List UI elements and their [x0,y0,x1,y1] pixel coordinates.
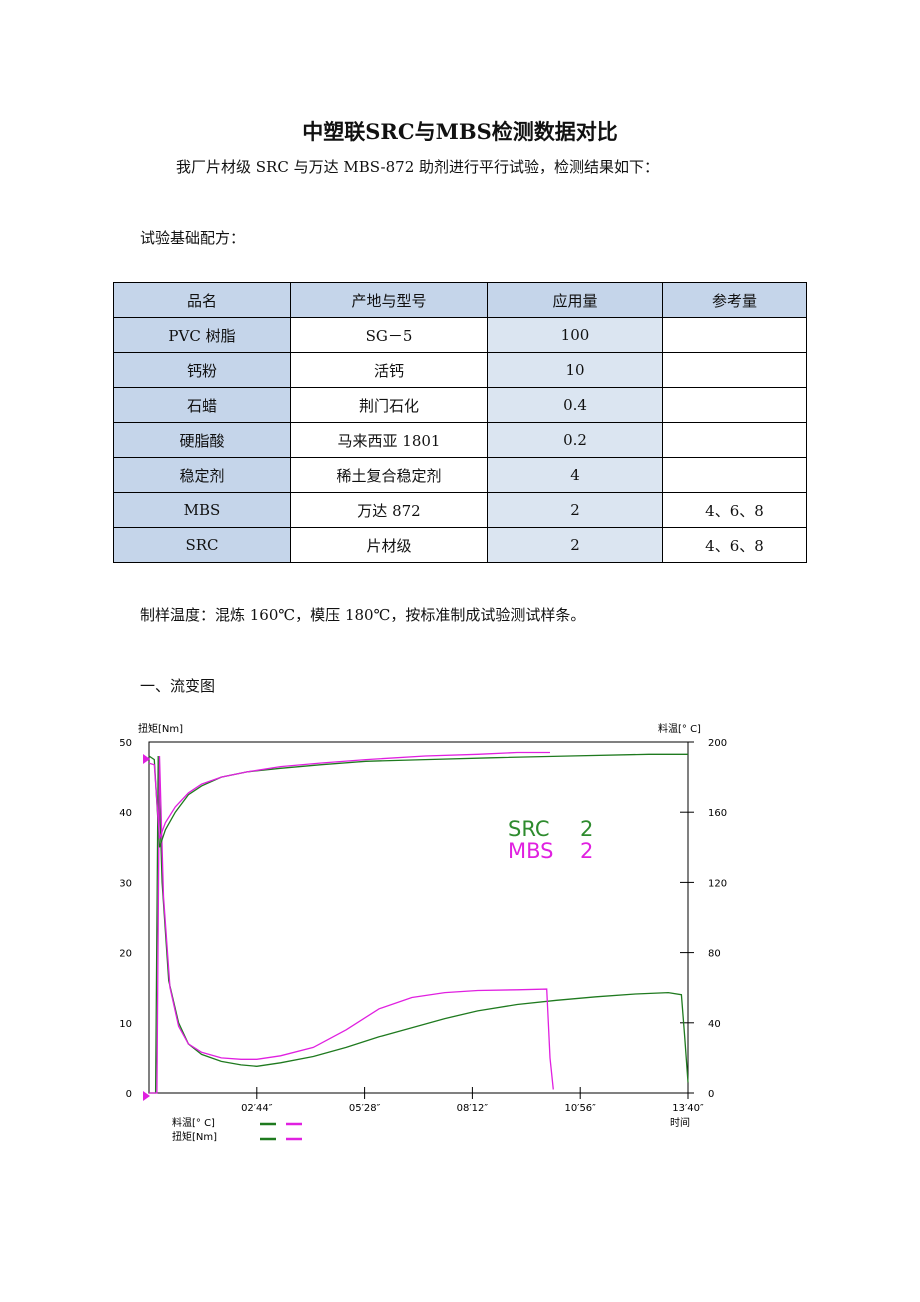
legend-mbs-name: MBS [508,839,554,863]
cell-reference: 4、6、8 [662,527,807,563]
plot-frame [148,741,689,1094]
x-tick-label: 10′56″ [564,1103,596,1114]
left-tick-label: 40 [119,808,132,819]
header-origin: 产地与型号 [290,282,488,318]
x-axis-ticks: 02′44″ 05′28″ 08′12″ 10′56″ 13′40″ [241,1087,704,1114]
cell-origin: 荆门石化 [290,387,488,423]
right-tick-label: 160 [708,808,727,819]
header-amount: 应用量 [487,282,663,318]
cell-name: 石蜡 [113,387,291,423]
header-product: 品名 [113,282,291,318]
cell-name: MBS [113,492,291,528]
left-tick-label: 0 [126,1089,132,1100]
cell-reference [662,387,807,423]
cell-amount: 4 [487,457,663,493]
formula-heading: 试验基础配方： [140,229,246,247]
legend-src-value: 2 [580,817,593,841]
intro-paragraph: 我厂片材级 SRC 与万达 MBS-872 助剂进行平行试验，检测结果如下： [176,158,660,176]
section-heading-rheology: 一、流变图 [140,677,216,695]
marker-start-torque-icon [143,1091,150,1101]
x-tick-label: 05′28″ [349,1103,381,1114]
marker-start-temp-icon [143,754,150,764]
left-tick-label: 10 [119,1019,132,1030]
series-mbs-temperature-line [148,751,550,839]
table-row: SRC 片材级 2 4、6、8 [113,527,807,563]
header-reference: 参考量 [662,282,807,318]
left-tick-label: 50 [119,738,132,749]
x-tick-label: 13′40″ [672,1103,704,1114]
table-row: 石蜡 荆门石化 0.4 [113,387,807,423]
cell-reference: 4、6、8 [662,492,807,528]
table-row: PVC 树脂 SG－5 100 [113,317,807,353]
legend-src-name: SRC [508,817,550,841]
right-axis-ticks: 0 40 80 120 160 200 [680,738,727,1100]
cell-amount: 2 [487,527,663,563]
right-tick-label: 120 [708,878,727,889]
cell-origin: 稀土复合稳定剂 [290,457,488,493]
cell-reference [662,317,807,353]
cell-name: 稳定剂 [113,457,291,493]
cell-name: 硬脂酸 [113,422,291,458]
cell-name: PVC 树脂 [113,317,291,353]
cell-origin: 片材级 [290,527,488,563]
footer-temp-label: 料温[° C] [172,1116,215,1129]
cell-amount: 0.2 [487,422,663,458]
sample-prep-note: 制样温度：混炼 160℃，模压 180℃，按标准制成试验测试样条。 [140,606,586,624]
table-row: 硬脂酸 马来西亚 1801 0.2 [113,422,807,458]
left-tick-label: 30 [119,878,132,889]
x-tick-label: 02′44″ [241,1103,273,1114]
right-tick-label: 40 [708,1019,721,1030]
cell-origin: 万达 872 [290,492,488,528]
left-axis-ticks: 0 10 20 30 40 50 [119,738,132,1100]
cell-reference [662,422,807,458]
cell-origin: 马来西亚 1801 [290,422,488,458]
document-title: 中塑联SRC与MBS检测数据对比 [302,119,618,144]
table-row: 稳定剂 稀土复合稳定剂 4 [113,457,807,493]
right-tick-label: 0 [708,1089,714,1100]
table-row: MBS 万达 872 2 4、6、8 [113,492,807,528]
cell-amount: 0.4 [487,387,663,423]
cell-origin: 活钙 [290,352,488,388]
cell-reference [662,457,807,493]
series-mbs-torque-line [149,755,554,1094]
left-tick-label: 20 [119,949,132,960]
x-tick-label: 08′12″ [457,1103,489,1114]
table-header-row: 品名 产地与型号 应用量 参考量 [113,282,807,318]
cell-amount: 2 [487,492,663,528]
cell-name: 钙粉 [113,352,291,388]
x-axis-label: 时间 [670,1116,690,1129]
cell-name: SRC [113,527,291,563]
formula-table: 品名 产地与型号 应用量 参考量 PVC 树脂 SG－5 100 钙粉 活钙 1… [113,282,807,563]
cell-origin: SG－5 [290,317,488,353]
cell-amount: 100 [487,317,663,353]
cell-reference [662,352,807,388]
right-tick-label: 200 [708,738,727,749]
right-tick-label: 80 [708,949,721,960]
legend-mbs-value: 2 [580,839,593,863]
left-axis-label: 扭矩[Nm] [138,722,183,735]
footer-torque-label: 扭矩[Nm] [172,1130,217,1143]
cell-amount: 10 [487,352,663,388]
table-row: 钙粉 活钙 10 [113,352,807,388]
right-axis-label: 料温[° C] [658,722,701,735]
series-lines [148,751,689,1094]
